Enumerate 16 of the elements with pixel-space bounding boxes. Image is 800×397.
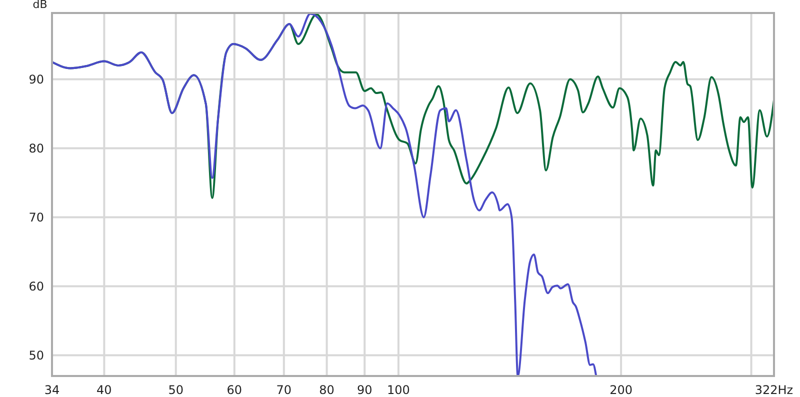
x-tick-label: 70 [276, 383, 292, 397]
y-tick-label: 80 [28, 141, 44, 156]
x-tick-label: 90 [356, 383, 372, 397]
x-tick-label: 34 [44, 383, 60, 397]
y-axis-title: dB [32, 0, 48, 11]
y-tick-label: 70 [28, 210, 44, 224]
x-tick-label: 60 [226, 383, 242, 397]
x-tick-label: 100 [387, 383, 410, 397]
x-tick-label: 200 [610, 383, 633, 397]
x-tick-label: 322Hz [754, 383, 794, 397]
x-tick-label: 40 [96, 383, 112, 397]
y-tick-label: 60 [28, 279, 44, 294]
y-tick-label: 90 [28, 72, 44, 86]
x-tick-label: 80 [319, 383, 334, 397]
y-tick-label: 50 [28, 348, 44, 362]
x-tick-label: 50 [168, 383, 184, 397]
